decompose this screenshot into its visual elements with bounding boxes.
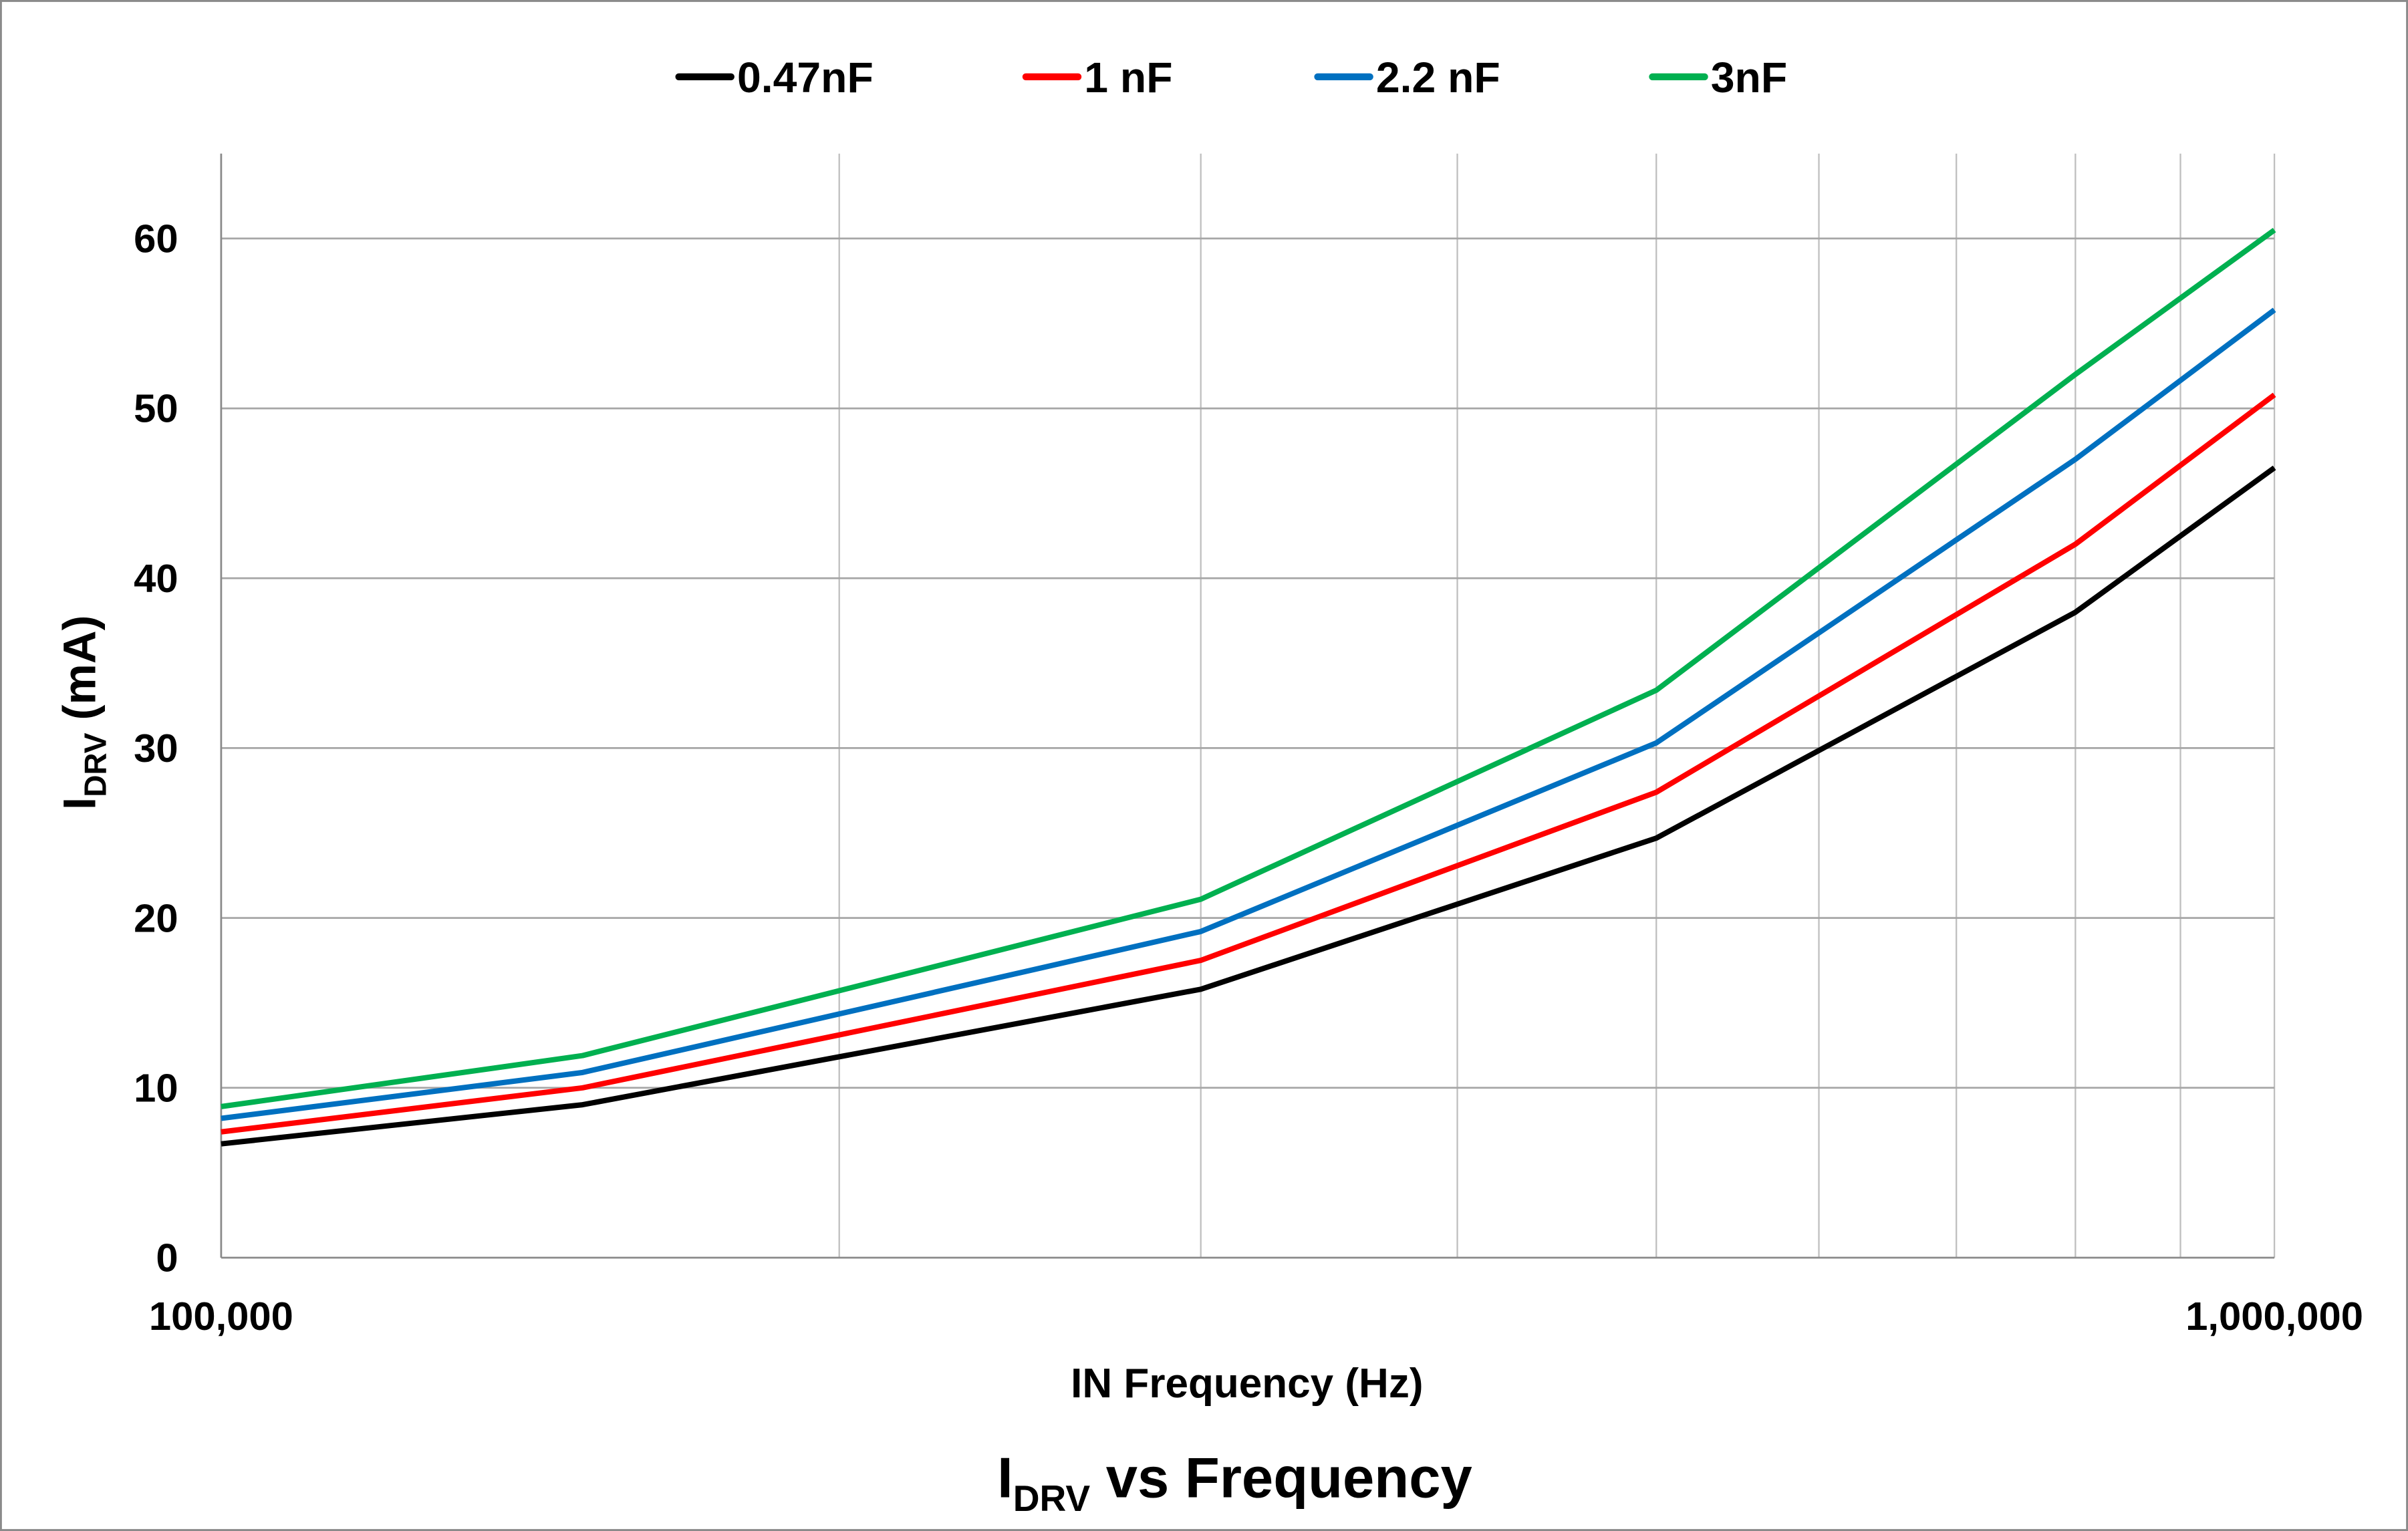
legend-label: 2.2 nF xyxy=(1376,53,1500,102)
legend-label: 1 nF xyxy=(1084,53,1172,102)
y-axis-label: IDRV (mA) xyxy=(53,615,112,810)
chart-title: IDRV vs Frequency xyxy=(997,1446,1472,1519)
y-tick-label: 40 xyxy=(134,556,178,601)
y-tick-label: 60 xyxy=(134,217,178,261)
y-tick-label: 0 xyxy=(156,1236,178,1280)
series-line-2.2nf xyxy=(221,307,2276,1121)
series-line-1nf xyxy=(221,392,2276,1135)
series-line-3nf xyxy=(221,227,2276,1109)
series-lines xyxy=(221,227,2276,1147)
x-tick-label: 100,000 xyxy=(149,1294,293,1339)
y-tick-label: 20 xyxy=(134,895,178,940)
legend-label: 3nF xyxy=(1711,53,1787,102)
legend-label: 0.47nF xyxy=(737,53,874,102)
series-line-0.47nf xyxy=(221,465,2276,1147)
y-tick-label: 50 xyxy=(134,386,178,431)
x-tick-label: 1,000,000 xyxy=(2185,1294,2363,1339)
x-axis-label: IN Frequency (Hz) xyxy=(1071,1361,1423,1407)
y-tick-label: 30 xyxy=(134,726,178,771)
legend: 0.47nF 1 nF 2.2 nF 3nF xyxy=(675,53,1787,102)
y-tick-label: 10 xyxy=(134,1065,178,1110)
y-tick-labels: 0 10 20 30 40 50 60 xyxy=(134,217,178,1280)
x-tick-labels: 100,000 1,000,000 xyxy=(149,1294,2363,1339)
